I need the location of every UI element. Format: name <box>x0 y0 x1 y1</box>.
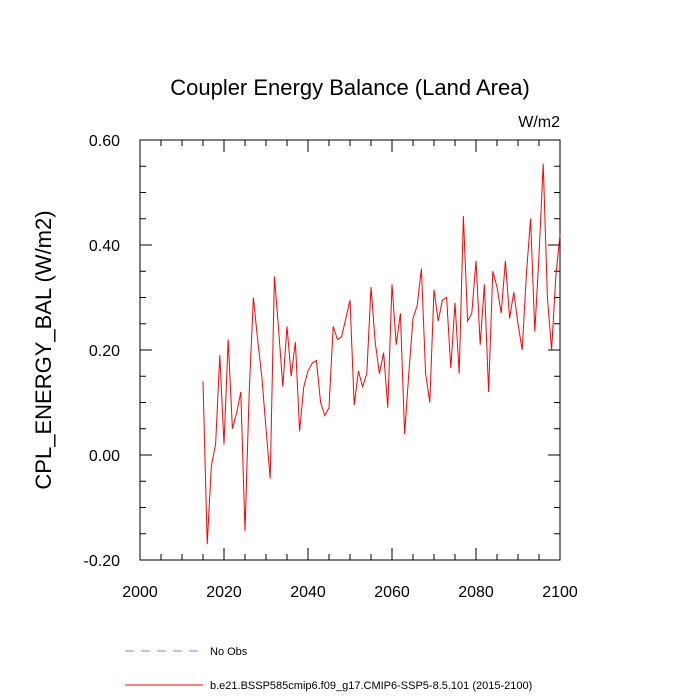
y-tick-label: 0.60 <box>89 133 120 150</box>
x-tick-label: 2060 <box>374 584 410 601</box>
legend-label-case: b.e21.BSSP585cmip6.f09_g17.CMIP6-SSP5-8.… <box>210 680 532 692</box>
x-tick-label: 2100 <box>542 584 578 601</box>
legend: No Obs b.e21.BSSP585cmip6.f09_g17.CMIP6-… <box>125 646 532 692</box>
x-tick-label: 2080 <box>458 584 494 601</box>
minor-ticks <box>139 139 561 561</box>
y-tick-label: 0.20 <box>89 343 120 360</box>
x-tick-label: 2040 <box>290 584 326 601</box>
legend-label-no-obs: No Obs <box>210 646 248 658</box>
chart-title: Coupler Energy Balance (Land Area) <box>170 75 530 100</box>
plot-border <box>139 139 561 561</box>
units-label: W/m2 <box>518 114 560 131</box>
y-tick-label: 0.00 <box>89 448 120 465</box>
y-axis-label: CPL_ENERGY_BAL (W/m2) <box>31 210 56 489</box>
plot-frame <box>139 139 561 561</box>
y-tick-label: -0.20 <box>84 553 121 570</box>
x-tick-label: 2020 <box>206 584 242 601</box>
major-ticks <box>139 139 561 561</box>
x-tick-label: 2000 <box>122 584 158 601</box>
tick-labels: 2000 2020 2040 2060 2080 2100 -0.20 0.00 0.20 0.4… <box>84 133 578 601</box>
y-tick-label: 0.40 <box>89 238 120 255</box>
series-lines <box>202 163 561 545</box>
series-line-0 <box>202 163 561 545</box>
